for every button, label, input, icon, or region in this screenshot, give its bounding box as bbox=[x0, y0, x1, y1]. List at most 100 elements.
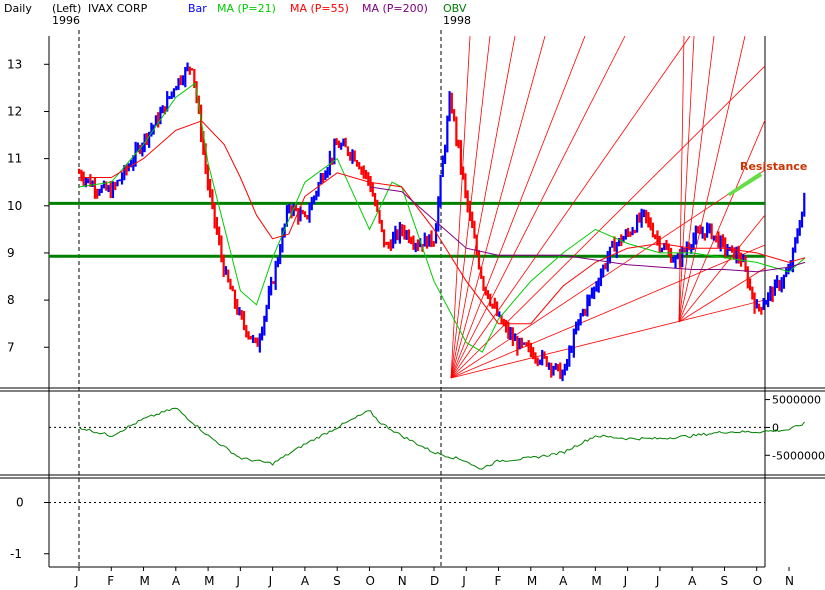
price-bar bbox=[712, 235, 716, 241]
price-bar bbox=[335, 138, 338, 146]
price-bar bbox=[251, 334, 255, 343]
price-bar bbox=[703, 233, 706, 241]
price-bar bbox=[227, 269, 230, 283]
lower-tick-label: 0 bbox=[16, 496, 24, 510]
price-bar bbox=[109, 181, 112, 199]
price-bar bbox=[340, 142, 343, 150]
price-bar bbox=[290, 205, 293, 219]
legend-ma21: MA (P=21) bbox=[217, 2, 276, 15]
price-bar bbox=[344, 137, 347, 148]
price-bar bbox=[229, 278, 232, 290]
price-bar bbox=[500, 314, 503, 325]
price-bar bbox=[407, 229, 411, 244]
price-bar bbox=[190, 68, 194, 71]
price-bar bbox=[425, 235, 429, 249]
price-bar bbox=[93, 177, 97, 199]
price-bar bbox=[87, 178, 90, 184]
price-bar bbox=[457, 139, 460, 149]
price-bar bbox=[699, 224, 702, 235]
price-bar bbox=[175, 85, 178, 91]
price-bar bbox=[692, 232, 695, 250]
price-bar bbox=[123, 165, 126, 181]
price-bar bbox=[392, 231, 395, 249]
price-bar bbox=[543, 351, 546, 359]
year-mid-label: 1998 bbox=[443, 14, 471, 27]
price-bar bbox=[419, 238, 422, 248]
price-bar bbox=[387, 241, 390, 249]
price-bar bbox=[168, 96, 171, 100]
price-bar bbox=[150, 122, 153, 137]
price-bar bbox=[446, 115, 449, 153]
price-bar bbox=[733, 247, 736, 260]
lower-tick-label: -1 bbox=[10, 547, 22, 561]
price-bar bbox=[265, 304, 268, 322]
price-bar bbox=[708, 223, 711, 234]
price-bar bbox=[468, 200, 472, 222]
price-bar bbox=[602, 264, 605, 278]
price-bar bbox=[82, 171, 85, 186]
price-bar bbox=[96, 188, 99, 199]
price-bar bbox=[509, 327, 512, 340]
price-bar bbox=[416, 239, 420, 252]
price-bar bbox=[595, 281, 598, 292]
price-tick-label: 8 bbox=[7, 293, 15, 307]
price-bar bbox=[742, 254, 745, 263]
price-bar bbox=[184, 67, 187, 88]
price-bar bbox=[663, 242, 666, 251]
ma-line-2 bbox=[79, 120, 806, 325]
price-bar bbox=[613, 236, 616, 252]
price-bar bbox=[163, 106, 167, 115]
period-label: Daily bbox=[4, 2, 32, 15]
price-bar bbox=[649, 217, 652, 231]
price-bar bbox=[504, 319, 508, 333]
price-bar bbox=[477, 250, 481, 270]
price-bar bbox=[102, 180, 106, 189]
fan-line bbox=[678, 35, 715, 323]
price-bar bbox=[120, 172, 124, 185]
price-bar bbox=[502, 318, 505, 327]
price-bar bbox=[796, 228, 799, 244]
month-label: J bbox=[235, 574, 240, 588]
price-bar bbox=[640, 208, 643, 228]
price-bar bbox=[331, 157, 334, 165]
price-bar bbox=[482, 275, 485, 291]
price-bar bbox=[326, 166, 329, 178]
fan-line bbox=[450, 65, 766, 379]
month-label: J bbox=[461, 574, 466, 588]
month-label: S bbox=[333, 574, 341, 588]
price-axis-ticks: 7 8 9 10 11 12 13 bbox=[7, 57, 49, 354]
price-bar bbox=[785, 268, 788, 278]
obv-tick-label: 5000000 bbox=[772, 394, 821, 407]
price-bar bbox=[274, 260, 277, 290]
price-bar bbox=[351, 149, 354, 164]
price-bar bbox=[91, 180, 94, 188]
price-bar bbox=[541, 349, 544, 366]
price-bar bbox=[204, 143, 207, 175]
month-label: M bbox=[204, 574, 214, 588]
price-bar bbox=[328, 150, 331, 176]
price-bar bbox=[242, 311, 246, 331]
month-label: A bbox=[301, 574, 310, 588]
month-label: S bbox=[720, 574, 728, 588]
price-bar bbox=[369, 176, 372, 193]
price-bar bbox=[751, 286, 754, 300]
price-bar bbox=[572, 328, 575, 358]
price-bar bbox=[798, 220, 801, 236]
price-bar bbox=[270, 276, 273, 296]
price-bar bbox=[224, 266, 228, 275]
price-bar bbox=[590, 287, 594, 299]
price-bar bbox=[360, 166, 363, 175]
fan-line bbox=[450, 35, 691, 379]
obv-panel: 5000000 0 -5000000 bbox=[49, 394, 825, 470]
price-bar bbox=[297, 208, 300, 225]
price-bar bbox=[448, 91, 451, 122]
resistance-label: Resistance bbox=[740, 160, 807, 173]
price-bar bbox=[256, 337, 259, 347]
price-bar bbox=[362, 165, 365, 179]
price-bar bbox=[550, 362, 553, 378]
price-bar bbox=[518, 337, 521, 350]
price-bar bbox=[514, 333, 517, 341]
price-bar bbox=[757, 303, 761, 312]
